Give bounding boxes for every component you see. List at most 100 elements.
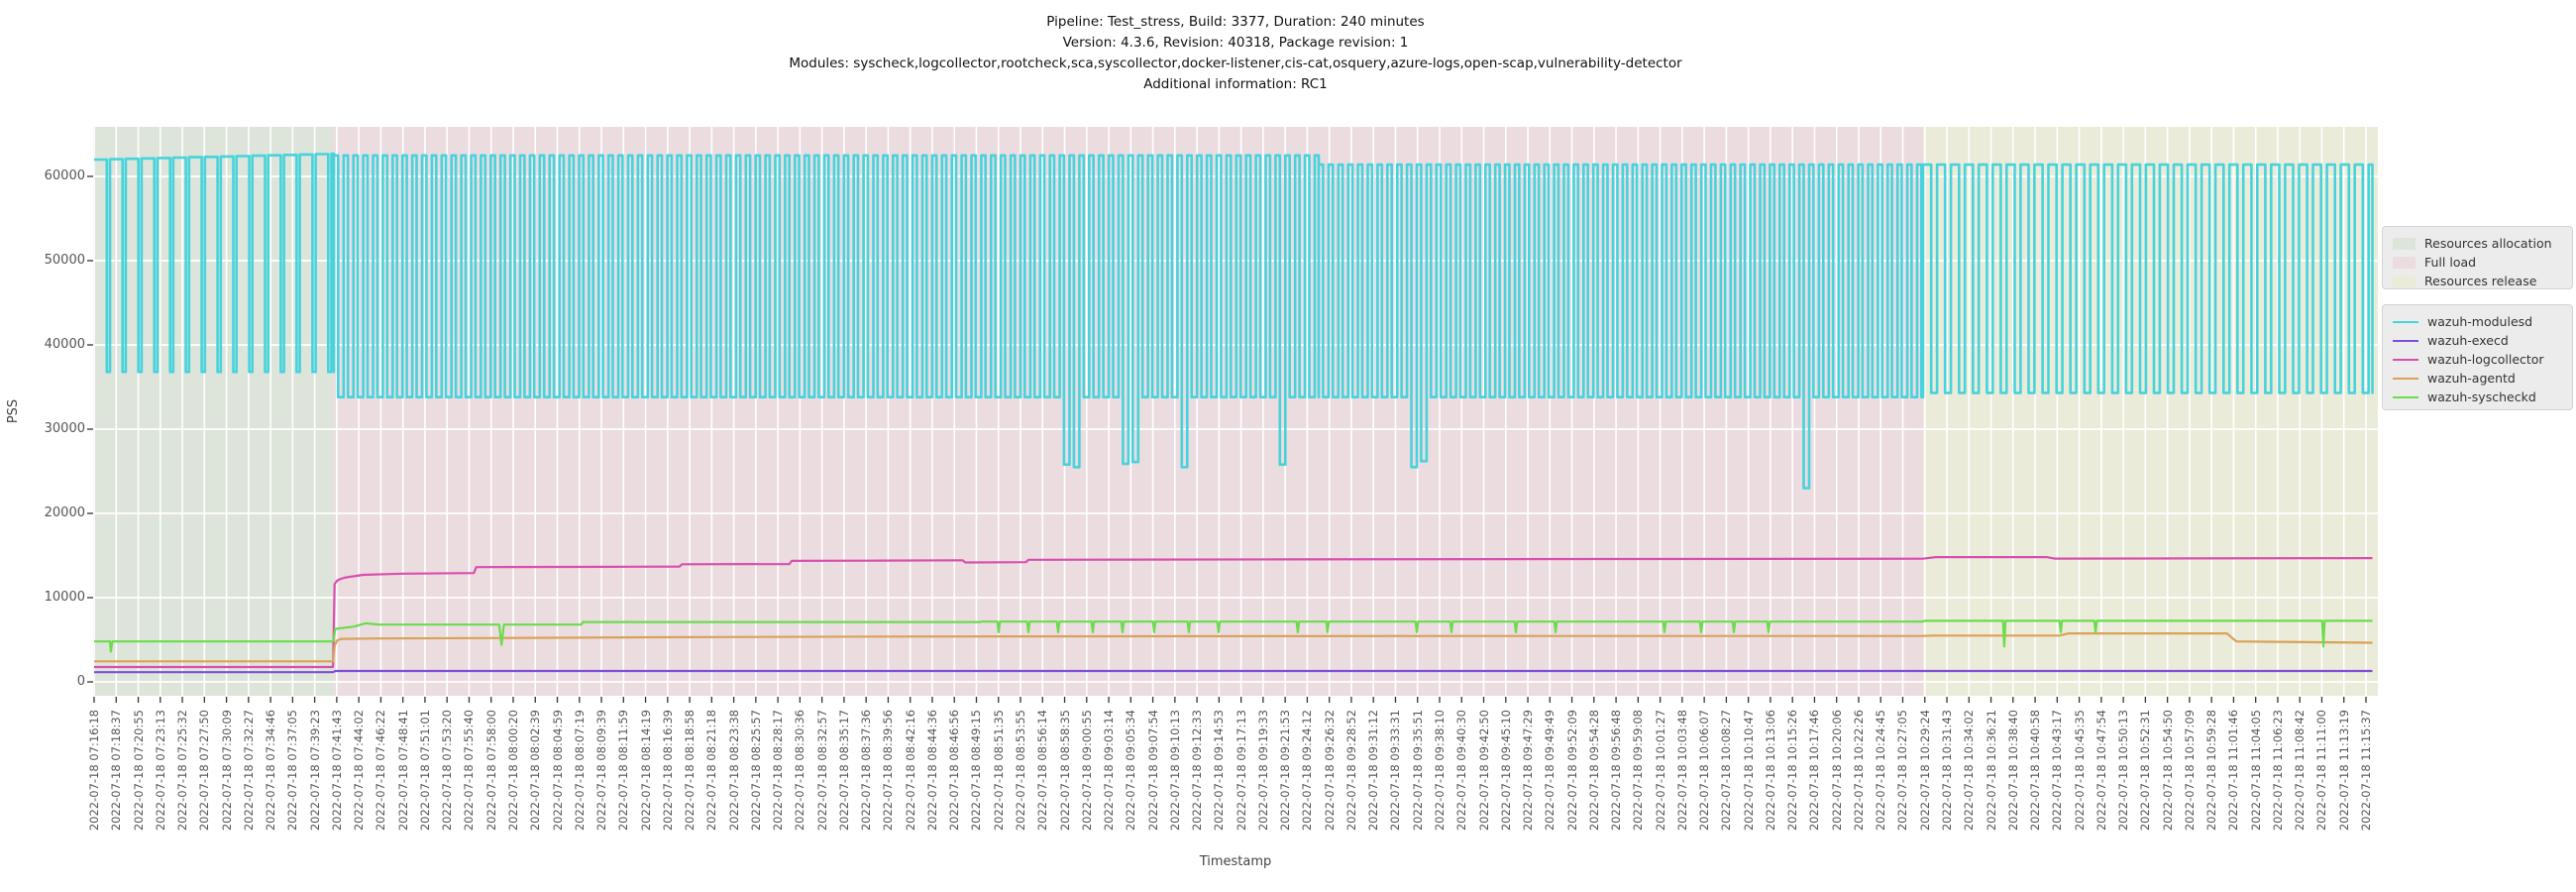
title-line-additional-info: Additional information: RC1 bbox=[1143, 76, 1328, 92]
x-tick-label: 2022-07-18 08:39:56 bbox=[881, 710, 896, 832]
x-tick-label: 2022-07-18 09:07:54 bbox=[1145, 710, 1160, 832]
x-tick-label: 2022-07-18 08:14:19 bbox=[638, 710, 653, 832]
x-tick-label: 2022-07-18 10:06:07 bbox=[1697, 710, 1712, 832]
legend-phase-swatch bbox=[2393, 275, 2415, 287]
legend-series-label: wazuh-agentd bbox=[2427, 371, 2516, 386]
x-tick-label: 2022-07-18 10:03:48 bbox=[1674, 710, 1689, 832]
legend-series: wazuh-modulesd wazuh-execd wazuh-logcollec… bbox=[2382, 304, 2573, 410]
y-tick-label: 30000 bbox=[44, 421, 85, 436]
x-tick-label: 2022-07-18 10:24:45 bbox=[1874, 710, 1888, 832]
x-tick-label: 2022-07-18 10:08:27 bbox=[1719, 710, 1734, 832]
x-tick-label: 2022-07-18 09:33:31 bbox=[1388, 710, 1403, 832]
legend-series-line-swatch bbox=[2393, 395, 2418, 398]
x-tick-label: 2022-07-18 07:25:32 bbox=[175, 710, 190, 832]
x-tick-label: 2022-07-18 09:28:52 bbox=[1343, 710, 1358, 832]
x-tick-label: 2022-07-18 09:03:14 bbox=[1102, 710, 1117, 832]
x-tick-label: 2022-07-18 09:35:51 bbox=[1410, 710, 1425, 832]
x-tick-label: 2022-07-18 10:52:31 bbox=[2138, 710, 2153, 832]
title-line-version: Version: 4.3.6, Revision: 40318, Package… bbox=[1062, 35, 1409, 51]
legend-phase-swatch bbox=[2393, 237, 2415, 250]
x-tick-label: 2022-07-18 10:01:27 bbox=[1653, 710, 1667, 832]
x-tick-label: 2022-07-18 09:56:48 bbox=[1609, 710, 1624, 832]
x-tick-label: 2022-07-18 09:49:49 bbox=[1543, 710, 1557, 832]
x-tick-label: 2022-07-18 09:00:55 bbox=[1079, 710, 1094, 832]
y-tick-label: 40000 bbox=[44, 337, 85, 352]
x-tick-label: 2022-07-18 08:56:14 bbox=[1035, 710, 1050, 832]
x-tick-label: 2022-07-18 10:10:47 bbox=[1741, 710, 1756, 832]
x-tick-label: 2022-07-18 09:40:30 bbox=[1454, 710, 1469, 832]
series-line-wazuh-syscheckd bbox=[94, 619, 2373, 653]
x-tick-label: 2022-07-18 09:47:29 bbox=[1521, 710, 1536, 832]
legend-series-line-swatch bbox=[2393, 377, 2418, 380]
x-tick-label: 2022-07-18 08:21:18 bbox=[704, 710, 719, 832]
x-tick-label: 2022-07-18 09:19:33 bbox=[1255, 710, 1270, 832]
x-tick-label: 2022-07-18 09:21:53 bbox=[1278, 710, 1293, 832]
y-tick-label: 60000 bbox=[44, 168, 85, 183]
x-tick-label: 2022-07-18 10:22:26 bbox=[1851, 710, 1866, 832]
x-tick-label: 2022-07-18 09:17:13 bbox=[1234, 710, 1248, 832]
phase-band-resources-allocation bbox=[93, 127, 334, 696]
legend-series-label: wazuh-execd bbox=[2427, 333, 2509, 348]
x-tick-label: 2022-07-18 08:09:39 bbox=[594, 710, 609, 832]
chart-title: Pipeline: Test_stress, Build: 3377, Dura… bbox=[93, 12, 2378, 95]
x-tick-label: 2022-07-18 10:29:24 bbox=[1917, 710, 1932, 832]
x-tick-label: 2022-07-18 08:04:59 bbox=[550, 710, 565, 832]
x-tick-label: 2022-07-18 07:46:22 bbox=[374, 710, 388, 832]
x-tick-label: 2022-07-18 08:51:35 bbox=[991, 710, 1006, 832]
legend-phase-swatch bbox=[2393, 256, 2415, 269]
x-tick-label: 2022-07-18 10:13:06 bbox=[1763, 710, 1777, 832]
x-tick-label: 2022-07-18 07:32:27 bbox=[241, 710, 256, 832]
x-tick-label: 2022-07-18 08:28:17 bbox=[771, 710, 786, 832]
x-tick-label: 2022-07-18 10:15:26 bbox=[1785, 710, 1800, 832]
y-axis-label: PSS bbox=[6, 398, 21, 424]
x-tick-label: 2022-07-18 10:36:21 bbox=[1984, 710, 1998, 832]
x-tick-label: 2022-07-18 07:58:00 bbox=[483, 710, 498, 832]
y-tick-label: 0 bbox=[76, 674, 85, 689]
x-tick-label: 2022-07-18 11:15:37 bbox=[2359, 710, 2373, 832]
x-tick-label: 2022-07-18 08:49:15 bbox=[969, 710, 984, 832]
x-tick-label: 2022-07-18 09:38:10 bbox=[1432, 710, 1447, 832]
x-tick-label: 2022-07-18 07:44:02 bbox=[352, 710, 367, 832]
legend-series-label: wazuh-syscheckd bbox=[2427, 390, 2536, 404]
x-tick-label: 2022-07-18 07:18:37 bbox=[109, 710, 124, 832]
x-tick-label: 2022-07-18 10:17:46 bbox=[1807, 710, 1822, 832]
x-tick-label: 2022-07-18 08:18:58 bbox=[683, 710, 698, 832]
x-tick-label: 2022-07-18 11:08:42 bbox=[2293, 710, 2308, 832]
legend-series-line-swatch bbox=[2393, 339, 2418, 342]
x-tick-label: 2022-07-18 10:34:02 bbox=[1962, 710, 1977, 832]
x-tick-label: 2022-07-18 07:41:43 bbox=[329, 710, 344, 832]
x-tick-label: 2022-07-18 11:01:46 bbox=[2226, 710, 2241, 832]
legend-phase-label: Full load bbox=[2424, 255, 2477, 270]
x-tick-label: 2022-07-18 09:31:12 bbox=[1366, 710, 1381, 832]
x-tick-label: 2022-07-18 08:00:20 bbox=[505, 710, 520, 832]
series-line-wazuh-execd bbox=[94, 669, 2373, 674]
title-line-pipeline: Pipeline: Test_stress, Build: 3377, Dura… bbox=[1046, 14, 1425, 30]
x-tick-label: 2022-07-18 11:04:05 bbox=[2248, 710, 2263, 832]
x-tick-label: 2022-07-18 11:06:23 bbox=[2270, 710, 2285, 832]
legend-phase-item: Full load bbox=[2393, 253, 2564, 272]
x-tick-label: 2022-07-18 07:20:55 bbox=[131, 710, 146, 832]
x-tick-label: 2022-07-18 09:14:53 bbox=[1212, 710, 1227, 832]
x-tick-label: 2022-07-18 08:42:16 bbox=[903, 710, 917, 832]
x-tick-label: 2022-07-18 09:42:50 bbox=[1476, 710, 1491, 832]
x-tick-label: 2022-07-18 10:31:43 bbox=[1940, 710, 1955, 832]
series-line-wazuh-agentd bbox=[94, 632, 2373, 663]
x-tick-label: 2022-07-18 07:16:18 bbox=[87, 710, 101, 832]
x-tick-label: 2022-07-18 09:05:34 bbox=[1124, 710, 1138, 832]
y-tick-label: 50000 bbox=[44, 253, 85, 268]
legend-series-item: wazuh-syscheckd bbox=[2393, 388, 2564, 406]
x-tick-label: 2022-07-18 08:25:57 bbox=[748, 710, 763, 832]
x-tick-label: 2022-07-18 07:30:09 bbox=[219, 710, 234, 832]
y-tick-label: 20000 bbox=[44, 505, 85, 520]
x-tick-label: 2022-07-18 10:57:09 bbox=[2182, 710, 2197, 832]
x-tick-label: 2022-07-18 09:26:32 bbox=[1322, 710, 1337, 832]
x-tick-label: 2022-07-18 10:38:40 bbox=[2005, 710, 2020, 832]
x-tick-label: 2022-07-18 09:12:33 bbox=[1190, 710, 1205, 832]
x-tick-label: 2022-07-18 07:51:01 bbox=[417, 710, 432, 832]
x-tick-label: 2022-07-18 08:30:36 bbox=[793, 710, 807, 832]
x-tick-label: 2022-07-18 11:13:19 bbox=[2336, 710, 2351, 832]
x-tick-label: 2022-07-18 10:47:54 bbox=[2093, 710, 2108, 832]
x-tick-label: 2022-07-18 07:55:40 bbox=[462, 710, 477, 832]
x-tick-label: 2022-07-18 10:54:50 bbox=[2160, 710, 2175, 832]
